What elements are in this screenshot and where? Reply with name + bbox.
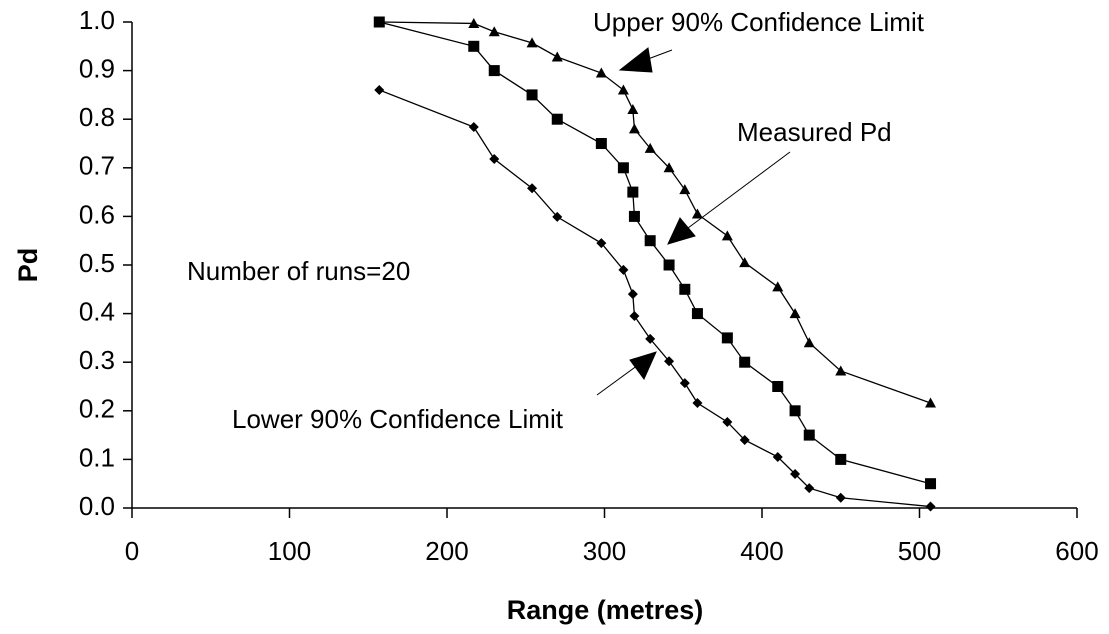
data-point: [835, 453, 847, 465]
data-point: [617, 162, 629, 174]
y-tick-label: 0.3: [79, 345, 115, 375]
annotation: Number of runs=20: [187, 256, 410, 286]
data-point: [595, 138, 607, 149]
y-tick-label: 0.4: [79, 296, 115, 326]
data-point: [835, 365, 847, 376]
data-point: [373, 16, 385, 28]
y-tick-label: 0.9: [79, 53, 115, 83]
data-point: [468, 121, 479, 132]
data-point: [489, 154, 500, 165]
data-point: [628, 210, 640, 222]
data-point: [526, 37, 538, 48]
annotation: Upper 90% Confidence Limit: [593, 7, 925, 37]
data-point: [488, 26, 500, 37]
data-point: [551, 51, 563, 62]
arrow-head: [667, 217, 696, 245]
data-point: [691, 308, 703, 320]
arrow: [687, 151, 791, 229]
y-tick-label: 0.5: [79, 248, 115, 278]
data-point: [526, 89, 538, 101]
data-point: [804, 483, 815, 494]
data-point: [835, 492, 846, 503]
y-tick-label: 0.2: [79, 394, 115, 424]
data-point: [374, 85, 385, 96]
data-point: [627, 186, 639, 198]
data-point: [645, 333, 656, 344]
data-point: [803, 337, 815, 348]
data-point: [772, 281, 784, 292]
data-point: [644, 142, 656, 153]
data-point: [739, 434, 750, 445]
data-point: [679, 283, 691, 295]
data-point: [721, 332, 733, 344]
data-point: [552, 211, 563, 222]
data-point: [789, 405, 801, 417]
data-point: [739, 356, 751, 368]
x-tick-label: 600: [1055, 536, 1098, 566]
data-point: [925, 501, 936, 512]
x-tick-label: 400: [740, 536, 783, 566]
annotation-arrows: [596, 47, 791, 396]
data-point: [488, 65, 500, 77]
y-tick-label: 0.8: [79, 102, 115, 132]
data-point: [627, 103, 639, 114]
annotation: Measured Pd: [737, 117, 892, 147]
y-tick-label: 0.6: [79, 199, 115, 229]
data-point: [790, 468, 801, 479]
y-tick-label: 0.0: [79, 491, 115, 521]
data-point: [692, 398, 703, 409]
y-tick-label: 0.1: [79, 442, 115, 472]
data-point: [925, 478, 937, 490]
data-point: [629, 311, 640, 322]
data-point: [664, 356, 675, 367]
data-point: [627, 289, 638, 300]
x-tick-label: 500: [898, 536, 941, 566]
arrow-head: [618, 47, 653, 73]
series-line: [379, 21, 931, 404]
data-point: [628, 123, 640, 134]
annotation: Lower 90% Confidence Limit: [232, 404, 564, 434]
data-point: [739, 257, 751, 268]
data-point: [527, 183, 538, 194]
data-point: [468, 40, 480, 52]
data-point: [468, 17, 480, 28]
data-point: [595, 67, 607, 78]
data-point: [596, 238, 607, 249]
arrow: [596, 364, 639, 396]
data-point: [803, 429, 815, 441]
data-point: [772, 451, 783, 462]
data-point: [663, 259, 675, 271]
data-point: [925, 397, 937, 408]
x-tick-label: 200: [425, 536, 468, 566]
data-point: [721, 230, 733, 241]
x-tick-label: 300: [583, 536, 626, 566]
data-point: [663, 162, 675, 173]
series-line: [379, 89, 931, 508]
data-point: [617, 84, 629, 95]
data-point: [618, 264, 629, 275]
data-point: [679, 184, 691, 195]
data-point: [772, 381, 784, 392]
data-point: [551, 113, 563, 125]
data-point: [644, 235, 656, 247]
y-axis-title: Pd: [13, 248, 43, 283]
y-tick-label: 1.0: [79, 5, 115, 35]
y-tick-label: 0.7: [79, 151, 115, 181]
data-point: [679, 378, 690, 389]
data-point: [789, 308, 801, 319]
arrow-head: [629, 351, 657, 380]
x-tick-label: 100: [268, 536, 311, 566]
x-axis-title: Range (metres): [507, 595, 704, 625]
data-point: [691, 208, 703, 219]
data-point: [722, 416, 733, 427]
x-tick-label: 0: [125, 536, 139, 566]
